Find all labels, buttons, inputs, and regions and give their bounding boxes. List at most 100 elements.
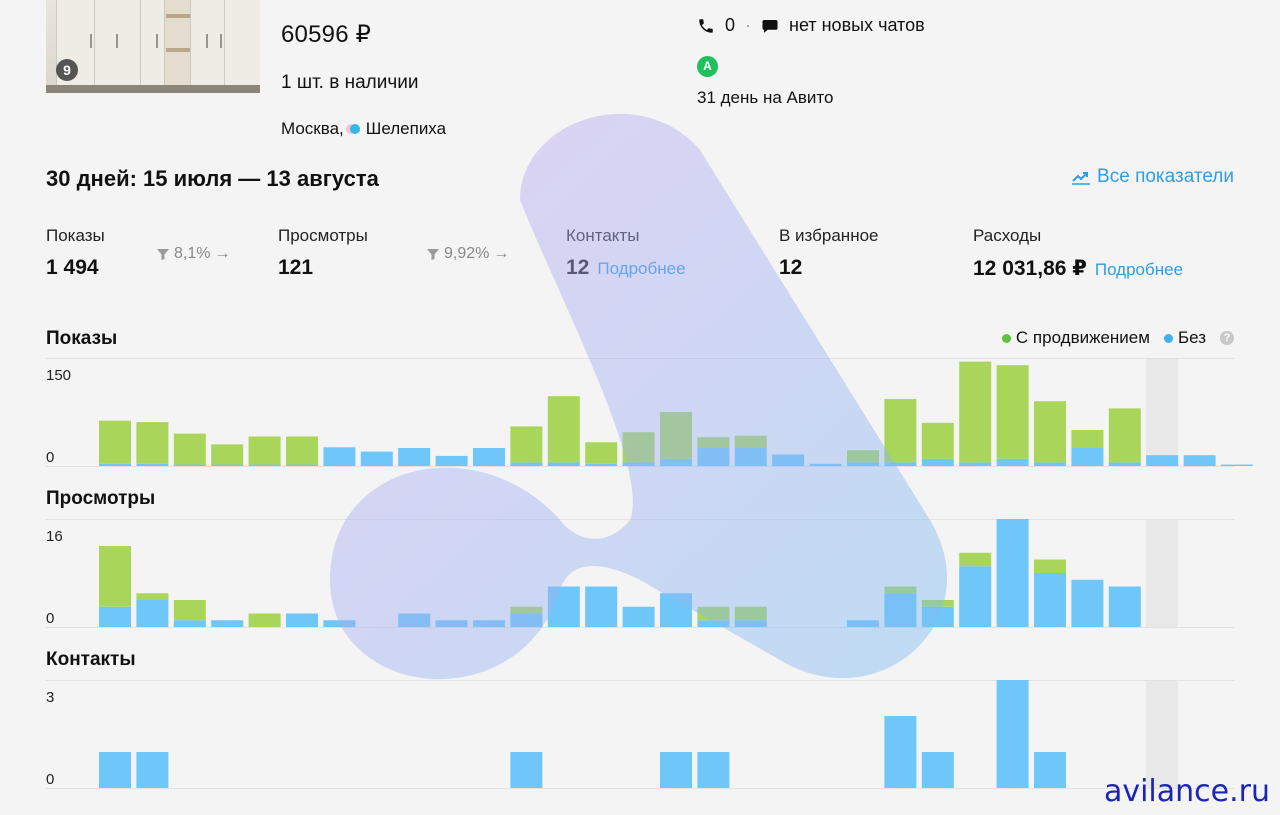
metric-label: Показы (46, 226, 105, 245)
bar-organic (510, 613, 543, 627)
bar-organic (1034, 462, 1066, 466)
bar-promo (248, 436, 281, 465)
bar-organic (585, 586, 618, 627)
period-title: 30 дней: 15 июля — 13 августа (46, 166, 379, 191)
metric-expenses: Расходы 12 031,86 ₽ Подробнее (973, 226, 1183, 281)
bar-promo (847, 450, 879, 463)
conversion-views-contacts: 9,92% → (426, 245, 509, 263)
bar-organic (211, 464, 244, 466)
days-on-site: 31 день на Авито (697, 88, 834, 107)
y-tick-label-max: 16 (46, 528, 63, 545)
listing-photo[interactable]: 9 (46, 0, 260, 93)
bar-organic (510, 462, 543, 466)
contacts-details-link[interactable]: Подробнее (597, 259, 686, 278)
bar-organic (173, 464, 206, 466)
bar-organic (1221, 464, 1253, 466)
watermark-text: avilance.ru (1103, 774, 1270, 809)
bar-organic (173, 620, 206, 627)
photo-count-badge: 9 (56, 59, 78, 81)
legend-organic-dot (1163, 333, 1173, 343)
expenses-details-link[interactable]: Подробнее (1094, 260, 1184, 279)
legend-item-organic: Без (1163, 328, 1206, 348)
today-column-shade (1146, 358, 1178, 466)
bar-organic (136, 600, 169, 627)
bar-promo (211, 444, 244, 465)
bar-promo (734, 606, 767, 621)
help-icon[interactable]: ? (1220, 331, 1234, 345)
bar-organic (1071, 579, 1104, 627)
metric-impressions: Показы 1 494 (46, 226, 105, 280)
bar-promo (173, 433, 206, 465)
funnel-icon (427, 249, 439, 260)
bar-organic (996, 680, 1029, 788)
metric-contacts: Контакты 12 Подробнее (566, 226, 686, 280)
metric-label: Контакты (566, 226, 640, 245)
seller-status-badge: A (697, 56, 718, 77)
chart-legend: С продвижением Без ? (1001, 328, 1234, 348)
bar-organic (996, 458, 1029, 466)
metric-label: Расходы (973, 226, 1042, 245)
bar-organic (884, 716, 917, 788)
bar-promo (136, 593, 169, 600)
bar-organic (211, 620, 244, 627)
bar-organic (99, 606, 131, 627)
y-tick-label-max: 150 (46, 367, 71, 384)
bar-promo (921, 422, 954, 459)
bar-promo (921, 600, 954, 607)
city-label: Москва, (281, 119, 344, 138)
bar-promo (734, 435, 767, 448)
conversion-impressions-views: 8,1% → (156, 245, 230, 263)
bar-organic (473, 448, 505, 466)
bar-promo (510, 426, 543, 463)
bar-organic (921, 458, 954, 466)
bar-promo (622, 432, 655, 463)
bar-promo (884, 399, 917, 463)
legend-promo-dot (1001, 333, 1011, 343)
views-chart: 16 0 (46, 519, 1234, 628)
bar-organic (1146, 455, 1179, 466)
bar-organic (323, 620, 356, 627)
bar-organic (959, 462, 992, 466)
bar-promo (510, 606, 543, 614)
conversion-rate: 9,92% (444, 245, 490, 262)
bar-promo (99, 546, 131, 607)
bar-organic (996, 519, 1029, 627)
chats-status[interactable]: нет новых чатов (789, 15, 925, 35)
bar-promo (1071, 430, 1104, 448)
y-tick-label-zero: 0 (46, 449, 54, 466)
bar-organic (772, 454, 805, 466)
bar-promo (136, 422, 169, 464)
legend-organic-label: Без (1177, 328, 1206, 347)
bar-organic (585, 463, 618, 466)
legend-item-promo: С продвижением (1001, 328, 1150, 348)
bar-organic (1108, 586, 1141, 627)
all-metrics-label: Все показатели (1097, 166, 1234, 187)
bar-organic (398, 448, 431, 466)
bar-organic (435, 620, 468, 627)
bar-promo (585, 442, 618, 464)
activity-row: 0 · нет новых чатов (697, 15, 925, 36)
metric-views: Просмотры 121 (278, 226, 368, 280)
bar-organic (734, 448, 767, 466)
bar-organic (435, 455, 468, 466)
bar-organic (847, 462, 879, 466)
bar-organic (136, 752, 169, 788)
all-metrics-link[interactable]: Все показатели (1071, 166, 1234, 188)
bar-organic (1034, 573, 1066, 627)
chart-title-impressions: Показы (46, 328, 118, 349)
bar-promo (996, 365, 1029, 459)
bar-organic (248, 464, 281, 466)
bar-organic (660, 752, 692, 788)
bar-organic (360, 451, 393, 466)
separator-dot: · (745, 15, 752, 35)
bar-promo (697, 437, 730, 448)
bar-organic (136, 463, 169, 466)
bar-organic (1108, 462, 1141, 466)
metric-label: В избранное (779, 226, 879, 245)
bar-organic (286, 613, 318, 627)
chart-title-views: Просмотры (46, 488, 156, 509)
chart-title-contacts: Контакты (46, 649, 136, 670)
metric-label: Просмотры (278, 226, 368, 245)
y-tick-label-zero: 0 (46, 771, 54, 788)
